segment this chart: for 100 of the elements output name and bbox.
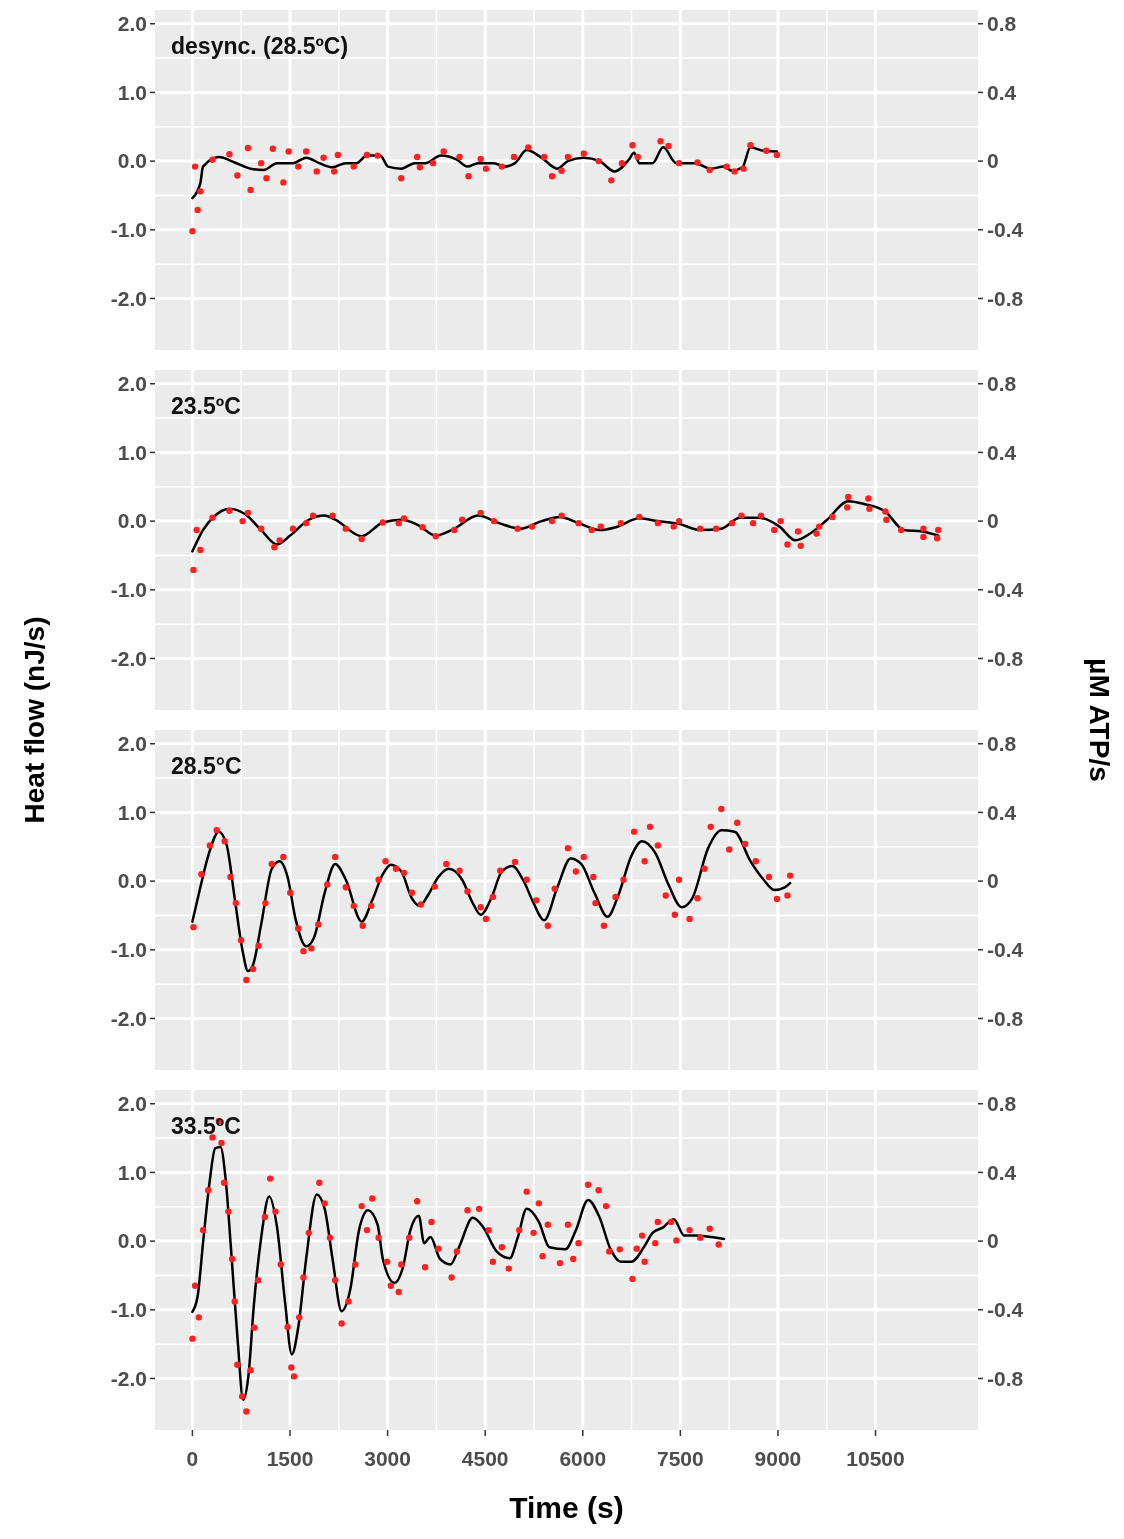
y-tick-label: -2.0	[110, 1006, 147, 1030]
line-series	[191, 829, 792, 973]
point	[580, 150, 588, 157]
point	[330, 168, 338, 175]
y-tick-label: -2.0	[110, 1366, 147, 1390]
point	[197, 188, 204, 195]
point	[456, 153, 463, 161]
point	[595, 157, 602, 165]
point	[350, 163, 357, 170]
y2-tick-label: 0.8	[987, 1092, 1017, 1116]
point	[313, 168, 320, 175]
x-tick-label: 3000	[364, 1447, 411, 1470]
point	[706, 166, 713, 174]
x-tick-label: 9000	[754, 1447, 802, 1470]
text: 28.5°C	[171, 753, 242, 779]
point	[363, 151, 371, 159]
y2-axis-title: µM ATP/s	[1084, 658, 1115, 782]
y2-tick-label: 0.8	[987, 372, 1017, 396]
y2-tick-label: -0.4	[987, 218, 1024, 242]
point	[675, 159, 683, 167]
y-tick-label: 1.0	[117, 800, 147, 824]
y2-tick-label: 0.4	[987, 1160, 1017, 1184]
y2-tick-label: 0	[987, 869, 999, 893]
point	[263, 175, 270, 182]
y2-tick-label: 0	[987, 149, 999, 173]
point	[209, 156, 216, 163]
point	[334, 151, 342, 159]
y2-tick-label: -0.4	[987, 578, 1024, 602]
point	[416, 164, 424, 171]
point	[244, 144, 252, 152]
x-tick-label: 6000	[559, 1447, 607, 1470]
point	[773, 151, 781, 159]
y-tick-label: -1.0	[110, 1298, 147, 1322]
y2-tick-label: 0	[987, 1229, 999, 1253]
y-axis-title: Heat flow (nJ/s)	[19, 616, 50, 824]
y2-tick-label: 0.4	[987, 800, 1017, 824]
y-tick-label: 2.0	[117, 732, 147, 756]
point	[608, 177, 615, 184]
point	[295, 163, 302, 170]
y2-tick-label: 0.8	[987, 12, 1017, 36]
y-tick-label: 2.0	[117, 372, 147, 396]
y2-tick-label: -0.8	[987, 286, 1024, 310]
text: 23.5ºC	[171, 393, 241, 419]
y-tick-label: 1.0	[117, 1160, 147, 1184]
point	[440, 148, 447, 155]
point	[194, 206, 201, 214]
y2-tick-label: -0.8	[987, 1006, 1024, 1030]
y2-tick-label: 0	[987, 509, 999, 533]
point	[510, 153, 518, 161]
y-tick-label: 2.0	[117, 12, 147, 36]
y-tick-label: 1.0	[117, 80, 147, 104]
y2-tick-label: -0.8	[987, 1366, 1024, 1390]
x-tick-label: 10500	[846, 1447, 905, 1470]
x-tick-label: 7500	[656, 1447, 704, 1470]
y-tick-label: 2.0	[117, 1092, 147, 1116]
point	[226, 151, 233, 158]
point	[498, 163, 506, 170]
y2-tick-label: 0.8	[987, 732, 1017, 756]
y-tick-label: -2.0	[110, 646, 147, 670]
point	[763, 147, 770, 155]
point	[634, 153, 641, 161]
y2-tick-label: 0.4	[987, 80, 1017, 104]
point	[525, 144, 532, 151]
point	[618, 159, 626, 167]
y-tick-label: -2.0	[110, 286, 147, 310]
point	[320, 154, 327, 161]
x-tick-label: 1500	[266, 1447, 314, 1470]
point	[191, 163, 199, 170]
point	[558, 167, 565, 174]
y-tick-label: -1.0	[110, 938, 147, 962]
point	[285, 148, 292, 155]
x-axis-title: Time (s)	[509, 1491, 624, 1524]
x-tick-label: 0	[186, 1447, 199, 1470]
y-tick-label: 0.0	[117, 1229, 147, 1253]
point	[548, 173, 556, 180]
point	[477, 155, 484, 163]
point	[257, 159, 265, 167]
y2-tick-label: 0.4	[987, 440, 1017, 464]
point	[269, 145, 277, 152]
y-tick-label: 1.0	[117, 440, 147, 464]
point	[657, 137, 664, 145]
point	[731, 168, 738, 175]
point	[374, 152, 381, 159]
point	[465, 173, 472, 180]
point	[302, 148, 310, 155]
point	[629, 142, 636, 149]
y-tick-label: -1.0	[110, 218, 147, 242]
text: desync. (28.5ºC)	[171, 33, 349, 59]
y2-tick-label: -0.8	[987, 646, 1024, 670]
point	[429, 159, 437, 167]
y2-tick-label: -0.4	[987, 938, 1024, 962]
point	[189, 227, 196, 235]
point	[398, 175, 405, 182]
y-tick-label: 0.0	[117, 509, 147, 533]
point	[413, 153, 421, 161]
y-tick-label: -1.0	[110, 578, 147, 602]
text: 33.5ºC	[171, 1113, 241, 1139]
point	[482, 165, 490, 172]
point	[694, 159, 701, 166]
point	[280, 179, 287, 186]
